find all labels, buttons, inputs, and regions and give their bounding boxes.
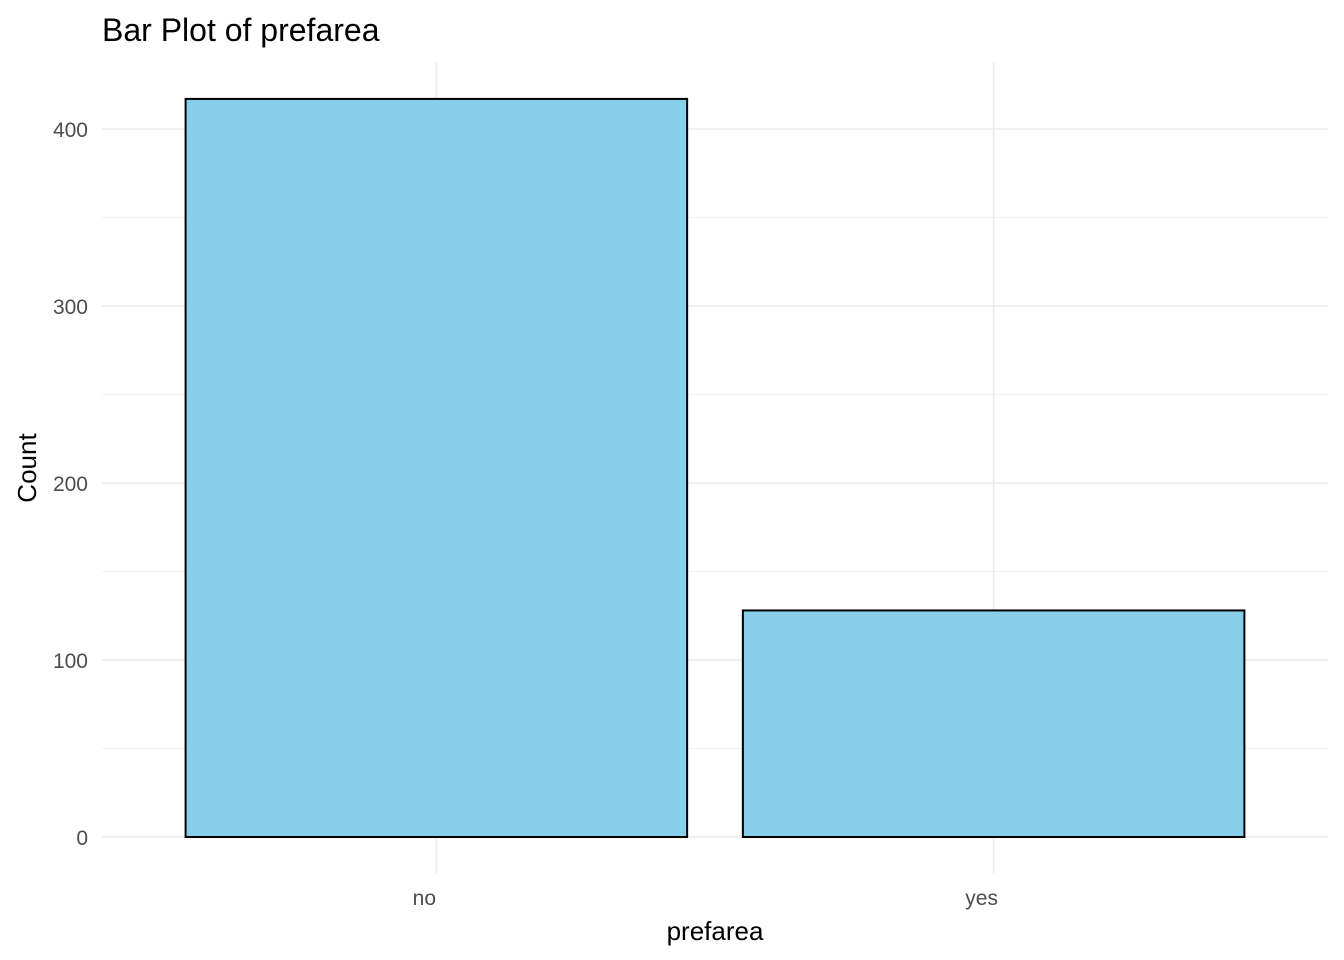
x-tick-label: no [413,887,436,910]
y-axis-title: Count [12,433,42,503]
y-tick-label: 400 [53,119,88,142]
chart-title: Bar Plot of prefarea [102,12,380,48]
x-axis-title: prefarea [667,916,764,946]
y-axis-ticks: 0 100 200 300 400 [53,119,88,850]
y-tick-label: 300 [53,296,88,319]
y-tick-label: 200 [53,473,88,496]
x-axis-ticks: no yes [413,887,998,910]
y-tick-label: 100 [53,650,88,673]
bar-yes [741,609,1246,838]
bar-no [184,97,689,839]
x-tick-label: yes [965,887,998,910]
bar-layer [184,97,1246,839]
y-tick-label: 0 [76,827,88,850]
